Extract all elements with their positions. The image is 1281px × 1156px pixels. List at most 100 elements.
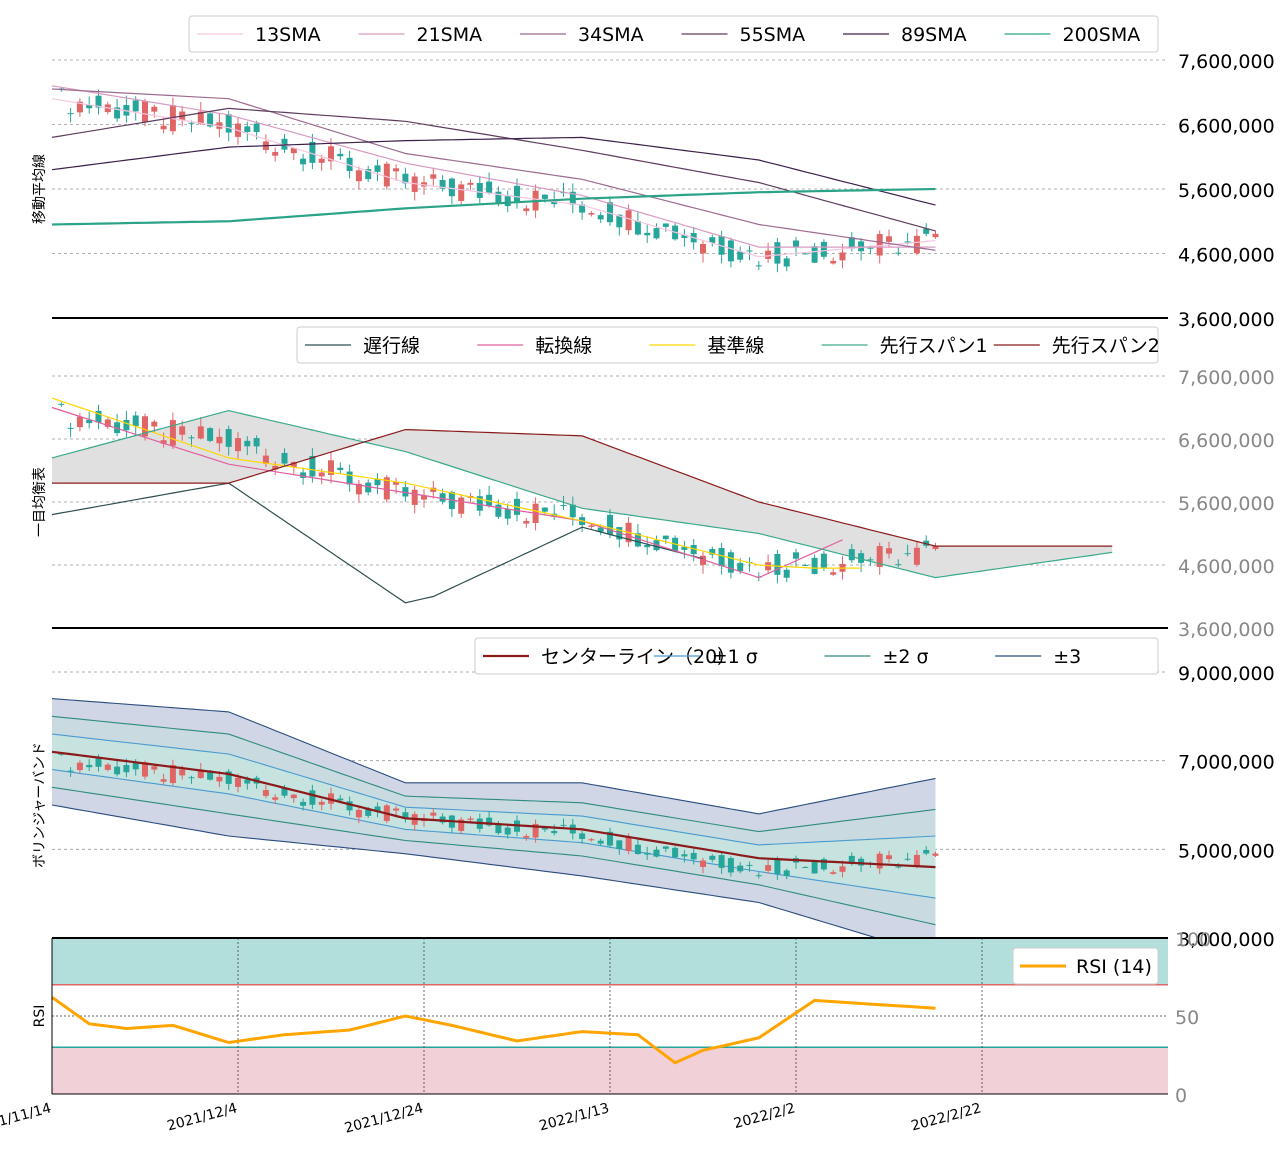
ma-candle-body bbox=[207, 113, 214, 127]
ma-candle-body bbox=[541, 194, 548, 199]
bb-y-tick-label: 3,000,000 bbox=[1178, 929, 1275, 951]
ichi-candle-body bbox=[486, 494, 493, 506]
rsi-y-tick-label: 0 bbox=[1175, 1085, 1187, 1107]
ichi-candle-body bbox=[718, 547, 725, 567]
ichi-candle-body bbox=[727, 552, 734, 573]
ichi-candle-body bbox=[569, 504, 576, 518]
ma-candle-body bbox=[244, 126, 251, 132]
ichi-y-tick-label: 5,600,000 bbox=[1178, 493, 1275, 515]
ichi-candle-body bbox=[895, 564, 902, 566]
bb-candle-body bbox=[467, 818, 474, 820]
bb-candle-body bbox=[858, 858, 865, 866]
bb-candle-body bbox=[811, 862, 818, 874]
bb-candle-body bbox=[904, 858, 911, 860]
ma-candle-body bbox=[737, 251, 744, 260]
ma-candle-body bbox=[216, 122, 223, 129]
rsi-legend: RSI (14) bbox=[1012, 947, 1159, 985]
bb-candle-body bbox=[393, 808, 400, 811]
ma-candle-body bbox=[588, 213, 595, 215]
ichi-candle-body bbox=[300, 472, 307, 478]
ichi-legend: 遅行線 転換線 基準線 先行スパン1 先行スパン2 bbox=[296, 326, 1160, 364]
ichi-candle-body bbox=[309, 456, 316, 477]
ma-candle-body bbox=[318, 158, 325, 163]
ma-candle-body bbox=[746, 250, 753, 252]
bb-candle-body bbox=[727, 858, 734, 873]
bb-legend-label: ±3 bbox=[1053, 646, 1081, 668]
ichi-candle-body bbox=[588, 525, 595, 527]
bb-legend: センターライン（20）±1 σ ±2 σ ±3 bbox=[474, 637, 1159, 675]
bb-candle-body bbox=[95, 758, 102, 767]
bb-candle-body bbox=[58, 753, 65, 755]
bb-candle-body bbox=[179, 769, 186, 776]
bb-candle-body bbox=[616, 840, 623, 850]
bb-legend-label: センターライン（20） bbox=[541, 646, 736, 668]
bb-candle-body bbox=[662, 846, 669, 849]
ichi-candle-body bbox=[644, 544, 651, 548]
ma-candle-body bbox=[820, 241, 827, 257]
ma-candle-body bbox=[86, 104, 93, 109]
ma-candle-body bbox=[114, 107, 121, 119]
bb-candle-body bbox=[281, 788, 288, 796]
ma-candle-body bbox=[355, 170, 362, 182]
ichi-candle-body bbox=[523, 520, 530, 524]
bb-candle-body bbox=[262, 790, 269, 796]
ichi-legend-label: 先行スパン1 bbox=[880, 335, 988, 357]
ichi-candle-body bbox=[197, 426, 204, 439]
ma-candle-body bbox=[551, 200, 558, 205]
bollinger-center-line bbox=[51, 750, 936, 869]
ichi-candle-body bbox=[281, 452, 288, 464]
ma-ylabel: 移動平均線 bbox=[32, 154, 48, 224]
ichi-candle-body bbox=[495, 504, 502, 517]
ma-y-tick-label: 5,600,000 bbox=[1178, 180, 1275, 202]
ma-series-line bbox=[51, 187, 936, 226]
ma-candle-body bbox=[495, 191, 502, 205]
ma-candle-body bbox=[374, 165, 381, 172]
bb-candle-body bbox=[346, 801, 353, 811]
rsi-legend-box bbox=[1012, 947, 1159, 985]
bb-candle-body bbox=[439, 816, 446, 823]
ma-candle-body bbox=[858, 241, 865, 252]
ma-legend: 13SMA 21SMA 34SMA 55SMA 89SMA 200SMA bbox=[188, 15, 1159, 53]
ma-candle-body bbox=[197, 111, 204, 125]
bb-ylabel: ボリンジャーバンド bbox=[32, 742, 48, 868]
ma-candle-body bbox=[662, 223, 669, 227]
ma-candle-body bbox=[439, 180, 446, 189]
bb-candle-body bbox=[300, 801, 307, 806]
bb-candle-body bbox=[560, 824, 567, 826]
rsi-overbought-zone bbox=[52, 938, 1168, 985]
x-tick-label: 2021/12/4 bbox=[166, 1100, 240, 1134]
ma-candle-body bbox=[886, 236, 892, 242]
ichi-candle-body bbox=[634, 533, 641, 547]
ichi-candle-body bbox=[337, 467, 344, 471]
bb-candle-body bbox=[197, 769, 204, 779]
ichi-legend-label: 転換線 bbox=[535, 335, 592, 357]
bb-candle-body bbox=[160, 779, 167, 782]
ichimoku-panel bbox=[51, 397, 1113, 604]
ichi-candle-body bbox=[876, 546, 883, 567]
ma-candle-body bbox=[383, 163, 390, 187]
ma-candle-body bbox=[188, 122, 195, 124]
ichi-candle-body bbox=[328, 460, 334, 475]
ichi-candle-body bbox=[430, 487, 437, 492]
ma-y-tick-label: 6,600,000 bbox=[1178, 116, 1275, 138]
bollinger-lower-line bbox=[51, 786, 936, 926]
ma-candle-body bbox=[365, 169, 372, 180]
ichi-candle-body bbox=[662, 535, 669, 540]
ma-candle-body bbox=[486, 181, 493, 193]
ma-candle-body bbox=[913, 235, 920, 254]
ichi-candle-body bbox=[272, 465, 279, 470]
ma-candle-body bbox=[653, 228, 660, 239]
bollinger-lower-line bbox=[51, 804, 936, 957]
bb-candle-body bbox=[746, 864, 753, 866]
bb-candle-body bbox=[169, 765, 176, 784]
bb-y-tick-label: 7,000,000 bbox=[1178, 752, 1275, 774]
bb-candle-body bbox=[876, 853, 883, 869]
ichi-candle-body bbox=[904, 553, 911, 555]
bb-candle-body bbox=[76, 762, 83, 771]
ichi-legend-label: 基準線 bbox=[707, 335, 764, 357]
ichi-candle-body bbox=[160, 440, 167, 444]
x-tick-label: 2022/2/2 bbox=[732, 1100, 797, 1132]
ichimoku-series-line bbox=[51, 397, 862, 569]
